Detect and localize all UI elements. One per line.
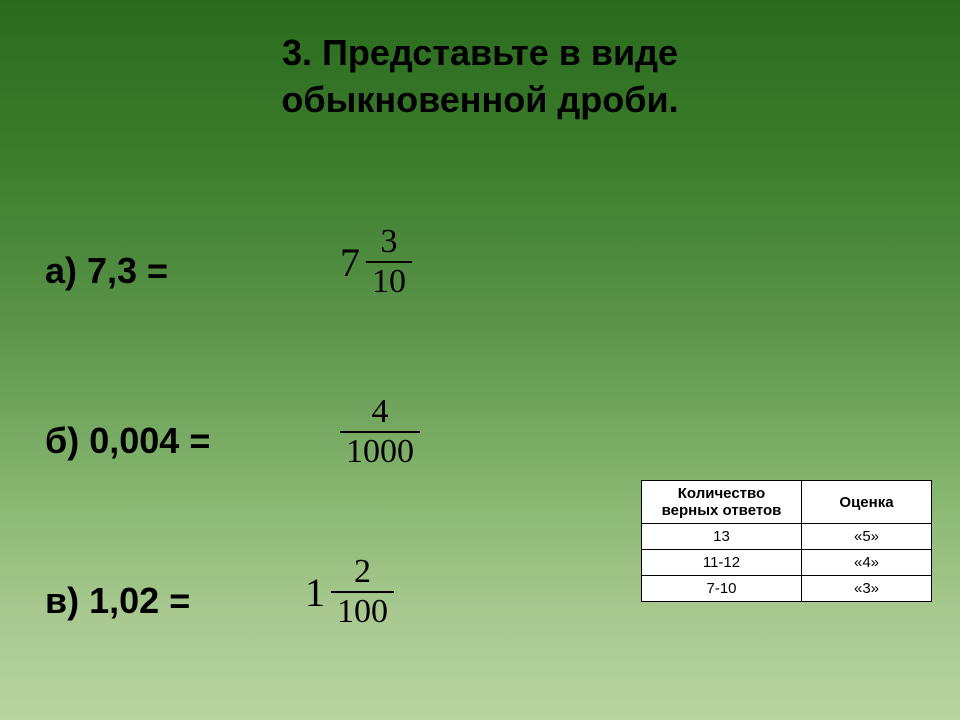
table-cell-count: 13 (642, 524, 802, 550)
table-cell-grade: «4» (802, 550, 932, 576)
header-count-line1: Количество (678, 485, 765, 502)
title-line-2: обыкновенной дроби. (281, 79, 678, 120)
title-line-1: 3. Представьте в виде (282, 32, 678, 73)
problem-b-denominator: 1000 (340, 433, 420, 469)
problem-b-label: б) 0,004 = (45, 420, 210, 462)
table-cell-count: 11-12 (642, 550, 802, 576)
table-row: 7-10 «3» (642, 576, 932, 602)
table-cell-grade: «5» (802, 524, 932, 550)
table-header-row: Количество верных ответов Оценка (642, 481, 932, 524)
problem-c-whole: 1 (305, 569, 325, 616)
table-cell-count: 7-10 (642, 576, 802, 602)
table-header-count: Количество верных ответов (642, 481, 802, 524)
problem-c-numerator: 2 (348, 555, 377, 591)
slide-title: 3. Представьте в виде обыкновенной дроби… (0, 30, 960, 124)
table-row: 13 «5» (642, 524, 932, 550)
problem-a-denominator: 10 (366, 263, 412, 299)
problem-c-fraction: 2 100 (331, 555, 394, 629)
problem-c-denominator: 100 (331, 593, 394, 629)
problem-b-numerator: 4 (366, 395, 395, 431)
problem-a-fraction: 3 10 (366, 225, 412, 299)
problem-c-answer: 1 2 100 (305, 555, 394, 629)
grading-table: Количество верных ответов Оценка 13 «5» … (641, 480, 932, 602)
problem-a-whole: 7 (340, 239, 360, 286)
problem-a-numerator: 3 (375, 225, 404, 261)
table-header-grade: Оценка (802, 481, 932, 524)
table-row: 11-12 «4» (642, 550, 932, 576)
header-count-line2: верных ответов (662, 502, 782, 519)
problem-b-fraction: 4 1000 (340, 395, 420, 469)
problem-a-label: а) 7,3 = (45, 250, 168, 292)
problem-a-answer: 7 3 10 (340, 225, 412, 299)
table-cell-grade: «3» (802, 576, 932, 602)
problem-c-label: в) 1,02 = (45, 580, 190, 622)
problem-b-answer: 4 1000 (340, 395, 420, 469)
